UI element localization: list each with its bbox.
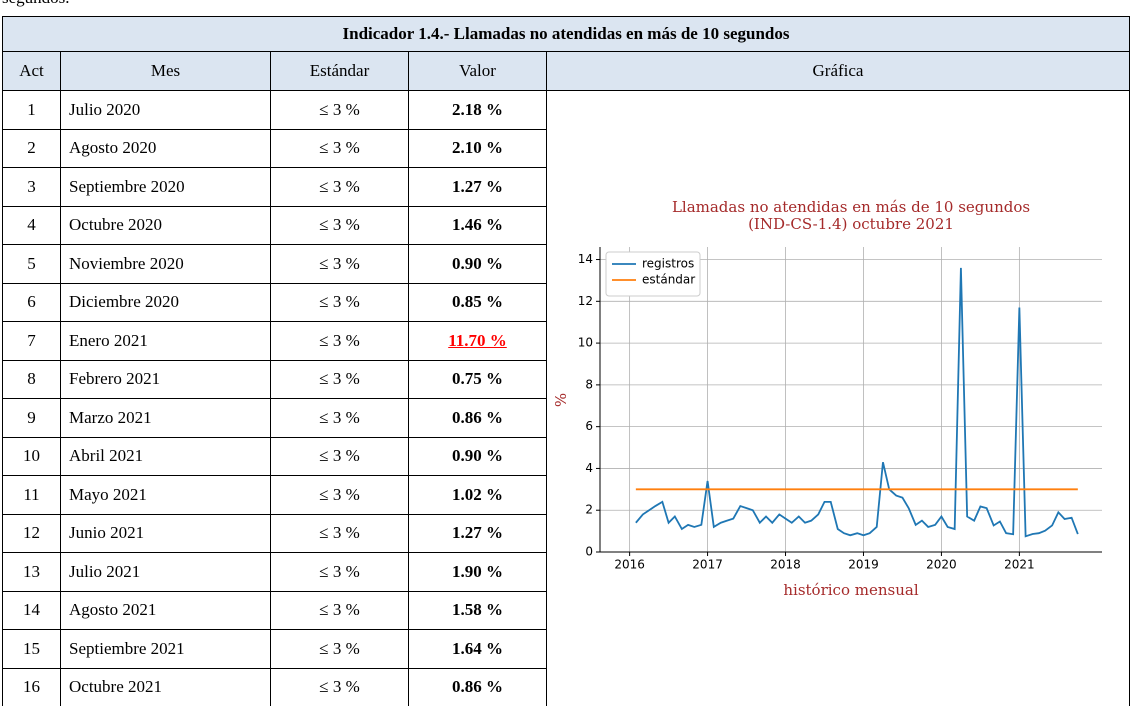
y-tick-label: 14 (578, 252, 593, 266)
y-tick-label: 8 (585, 377, 593, 391)
table-row: 3 Septiembre 2020 ≤ 3 % 1.27 % (2, 167, 1130, 207)
y-tick-label: 4 (585, 461, 593, 475)
column-header: Gráfica (546, 51, 1130, 91)
cell-act: 1 (2, 90, 61, 130)
cell-estandar: ≤ 3 % (270, 167, 409, 207)
legend-box (605, 251, 701, 297)
chart-title: (IND-CS-1.4) octubre 2021 (748, 215, 954, 233)
cell-mes: Junio 2021 (60, 513, 271, 553)
x-tick-label: 2016 (614, 558, 645, 572)
title-row: Indicador 1.4.- Llamadas no atendidas en… (2, 16, 1130, 52)
table-row: 5 Noviembre 2020 ≤ 3 % 0.90 % (2, 244, 1130, 284)
table-row: 11 Mayo 2021 ≤ 3 % 1.02 % (2, 475, 1130, 515)
cell-valor: 1.46 % (408, 205, 547, 245)
cell-mes: Octubre 2021 (60, 667, 271, 706)
legend-label: registros (642, 257, 694, 271)
cell-valor: 1.90 % (408, 552, 547, 592)
x-tick-label: 2017 (692, 558, 723, 572)
header-row: Act Mes Estándar Valor Gráfica (2, 51, 1130, 91)
cell-mes: Agosto 2020 (60, 128, 271, 168)
cell-act: 5 (2, 244, 61, 284)
table-row: 8 Febrero 2021 ≤ 3 % 0.75 % (2, 359, 1130, 399)
cell-act: 16 (2, 667, 61, 706)
cell-valor: 1.58 % (408, 590, 547, 630)
cell-estandar: ≤ 3 % (270, 359, 409, 399)
cell-mes: Noviembre 2020 (60, 244, 271, 284)
table-row: 2 Agosto 2020 ≤ 3 % 2.10 % (2, 128, 1130, 168)
cell-valor: 0.75 % (408, 359, 547, 399)
column-header: Act (2, 51, 61, 91)
cell-valor: 1.27 % (408, 167, 547, 207)
cell-estandar: ≤ 3 % (270, 552, 409, 592)
cell-valor: 2.18 % (408, 90, 547, 130)
y-tick-label: 12 (578, 294, 593, 308)
table-row: 13 Julio 2021 ≤ 3 % 1.90 % (2, 552, 1130, 592)
cell-act: 7 (2, 321, 61, 361)
cell-act: 2 (2, 128, 61, 168)
cell-valor: 11.70 % (408, 321, 547, 361)
x-axis-label: histórico mensual (783, 581, 918, 599)
table-row: 16 Octubre 2021 ≤ 3 % 0.86 % (2, 667, 1130, 706)
cell-estandar: ≤ 3 % (270, 590, 409, 630)
x-tick-label: 2021 (1004, 558, 1035, 572)
cell-act: 10 (2, 436, 61, 476)
x-tick-label: 2020 (926, 558, 957, 572)
y-tick-label: 0 (585, 545, 593, 559)
table-row: 7 Enero 2021 ≤ 3 % 11.70 % (2, 321, 1130, 361)
cell-valor: 0.85 % (408, 282, 547, 322)
cell-act: 14 (2, 590, 61, 630)
cell-mes: Marzo 2021 (60, 398, 271, 438)
cell-mes: Abril 2021 (60, 436, 271, 476)
table-row: 15 Septiembre 2021 ≤ 3 % 1.64 % (2, 629, 1130, 669)
cell-estandar: ≤ 3 % (270, 436, 409, 476)
x-tick-label: 2018 (770, 558, 801, 572)
series-line (635, 267, 1079, 538)
cell-estandar: ≤ 3 % (270, 321, 409, 361)
legend-label: estándar (642, 273, 695, 287)
cell-mes: Octubre 2020 (60, 205, 271, 245)
cell-valor: 0.86 % (408, 667, 547, 706)
cell-estandar: ≤ 3 % (270, 128, 409, 168)
indicator-table: Indicador 1.4.- Llamadas no atendidas en… (2, 16, 1130, 706)
cell-mes: Mayo 2021 (60, 475, 271, 515)
cell-mes: Enero 2021 (60, 321, 271, 361)
y-tick-label: 10 (578, 336, 593, 350)
cell-valor: 1.27 % (408, 513, 547, 553)
cell-estandar: ≤ 3 % (270, 667, 409, 706)
table-row: 10 Abril 2021 ≤ 3 % 0.90 % (2, 436, 1130, 476)
cell-estandar: ≤ 3 % (270, 244, 409, 284)
table-title: Indicador 1.4.- Llamadas no atendidas en… (2, 16, 1130, 52)
cell-act: 8 (2, 359, 61, 399)
cell-valor: 0.86 % (408, 398, 547, 438)
table-row: 12 Junio 2021 ≤ 3 % 1.27 % (2, 513, 1130, 553)
cell-mes: Julio 2021 (60, 552, 271, 592)
table-row: 9 Marzo 2021 ≤ 3 % 0.86 % (2, 398, 1130, 438)
table-row: 4 Octubre 2020 ≤ 3 % 1.46 % (2, 205, 1130, 245)
table-row: 1 Julio 2020 ≤ 3 % 2.18 % (2, 90, 1130, 706)
x-tick-label: 2019 (848, 558, 879, 572)
cell-act: 4 (2, 205, 61, 245)
chart-title: Llamadas no atendidas en más de 10 segun… (672, 198, 1030, 216)
column-header: Estándar (270, 51, 409, 91)
chart-cell (546, 90, 1130, 706)
top-text: segundos. (2, 0, 70, 8)
cell-valor: 2.10 % (408, 128, 547, 168)
cell-mes: Febrero 2021 (60, 359, 271, 399)
y-tick-label: 2 (585, 503, 593, 517)
cell-estandar: ≤ 3 % (270, 513, 409, 553)
cell-estandar: ≤ 3 % (270, 90, 409, 130)
column-header: Valor (408, 51, 547, 91)
y-tick-label: 6 (585, 419, 593, 433)
cell-valor: 0.90 % (408, 244, 547, 284)
column-header: Mes (60, 51, 271, 91)
y-axis-label: % (552, 393, 570, 407)
cell-estandar: ≤ 3 % (270, 282, 409, 322)
